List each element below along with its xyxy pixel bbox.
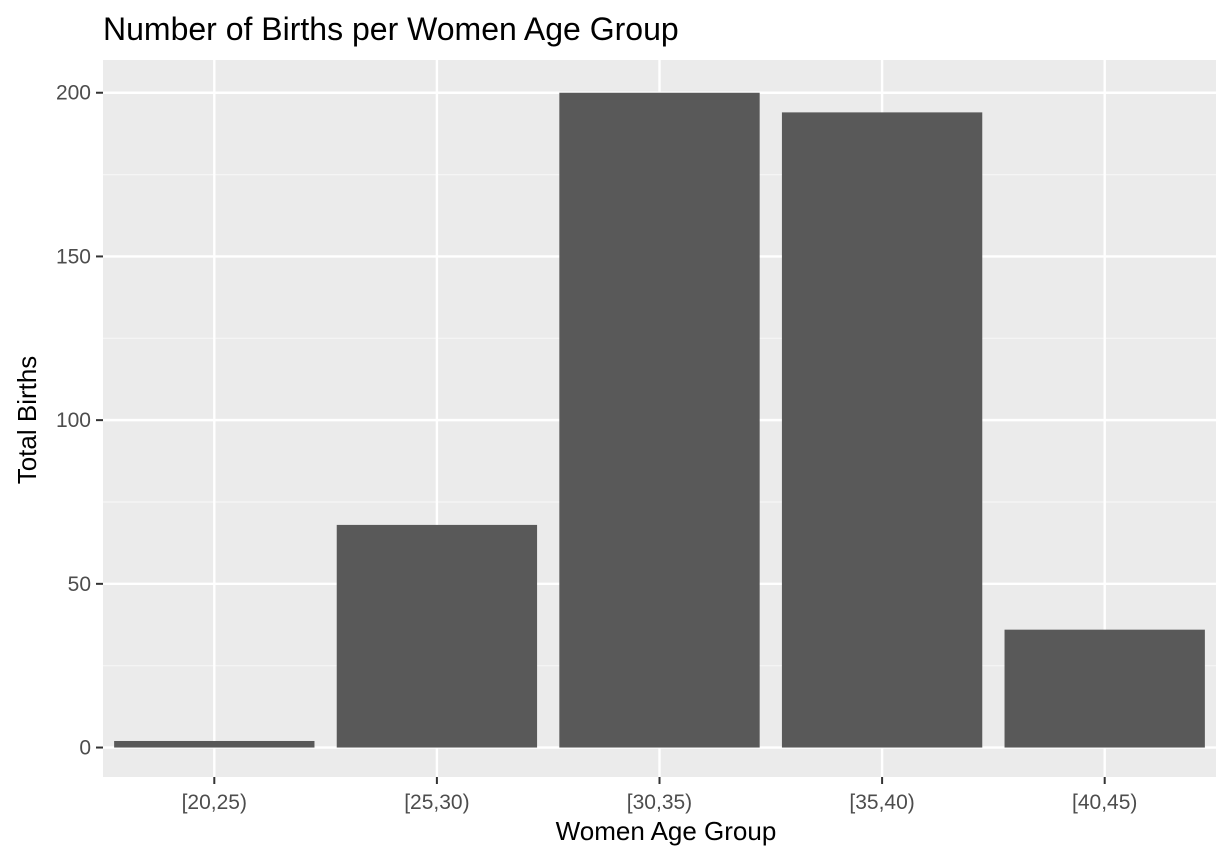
- y-axis: 0 50 100 150 200: [56, 82, 103, 760]
- bars: [114, 92, 1205, 748]
- x-tick-label: [20,25): [182, 791, 247, 814]
- y-tick-label: 150: [56, 245, 91, 268]
- bar: [559, 92, 760, 748]
- x-tick-label: [30,35): [627, 791, 692, 814]
- y-tick-label: 200: [56, 82, 91, 105]
- y-tick-label: 100: [56, 409, 91, 432]
- x-tick-label: [25,30): [404, 791, 469, 814]
- bar: [1004, 629, 1205, 748]
- bar: [781, 112, 983, 748]
- x-tick-label: [35,40): [849, 791, 914, 814]
- y-tick-label: 50: [68, 573, 91, 596]
- x-axis-title: Women Age Group: [556, 816, 777, 846]
- chart-title: Number of Births per Women Age Group: [103, 11, 679, 47]
- x-axis: [20,25) [25,30) [30,35) [35,40) [40,45): [182, 777, 1137, 814]
- bar: [336, 524, 538, 748]
- bar: [114, 740, 315, 748]
- y-axis-title: Total Births: [12, 356, 42, 485]
- x-tick-label: [40,45): [1072, 791, 1137, 814]
- y-tick-label: 0: [79, 737, 91, 760]
